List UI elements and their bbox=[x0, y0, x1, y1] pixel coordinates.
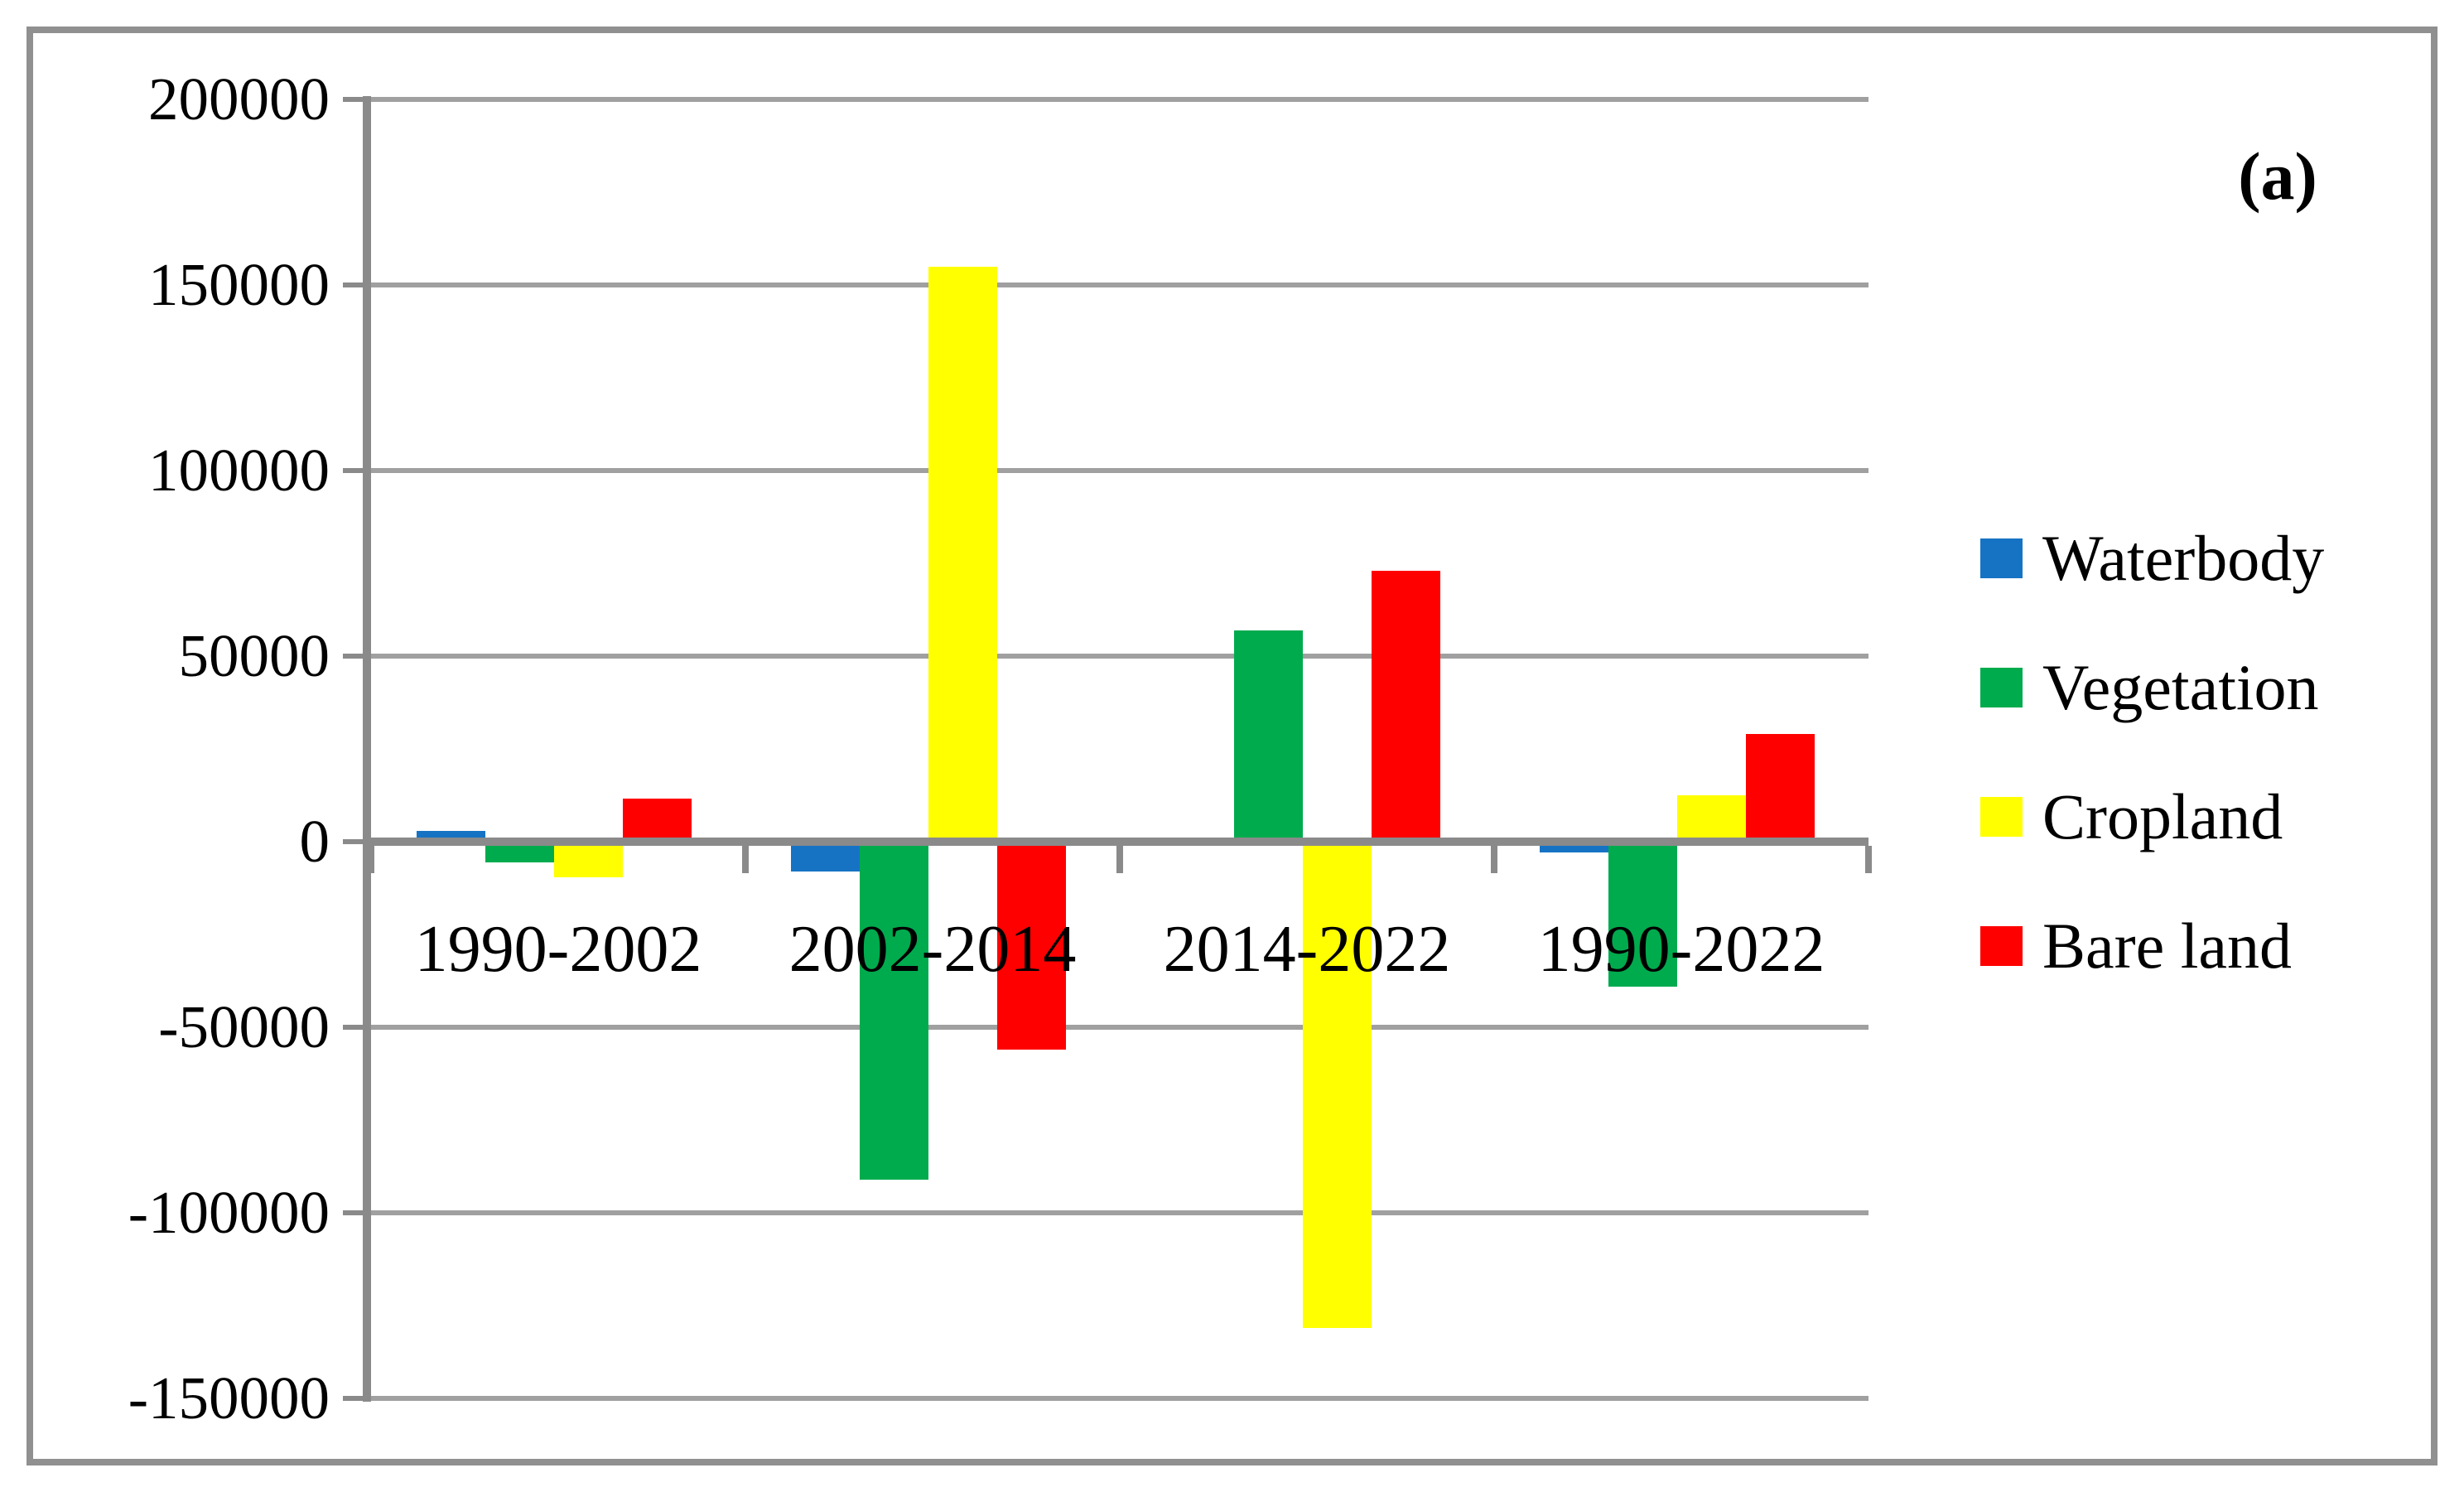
gridline bbox=[371, 282, 1868, 287]
category-label-2002-2014: 2002-2014 bbox=[788, 913, 1077, 986]
y-axis-tick bbox=[343, 468, 371, 473]
bar-cropland-1990-2022 bbox=[1677, 795, 1746, 842]
legend-swatch-icon bbox=[1980, 797, 2023, 837]
gridline bbox=[371, 468, 1868, 473]
panel-label: (a) bbox=[2238, 138, 2317, 214]
y-axis-line bbox=[363, 96, 371, 1402]
bar-bare-land-2002-2014 bbox=[997, 842, 1066, 1050]
gridline bbox=[371, 1396, 1868, 1401]
y-tick-label: 50000 bbox=[178, 622, 330, 689]
y-axis-tick bbox=[343, 282, 371, 287]
bar-vegetation-2002-2014 bbox=[860, 842, 928, 1180]
y-tick-label: 0 bbox=[299, 808, 330, 875]
bar-vegetation-2014-2022 bbox=[1234, 630, 1303, 842]
bar-bare-land-2014-2022 bbox=[1372, 571, 1440, 842]
y-axis-tick bbox=[343, 97, 371, 102]
bar-bare-land-1990-2022 bbox=[1746, 734, 1815, 842]
gridline bbox=[371, 654, 1868, 659]
bar-cropland-1990-2002 bbox=[554, 842, 623, 877]
y-tick-label: 150000 bbox=[148, 251, 330, 318]
y-tick-label: 100000 bbox=[148, 437, 330, 504]
legend-label: Cropland bbox=[2042, 780, 2283, 852]
legend-label: Vegetation bbox=[2042, 651, 2319, 723]
legend-label: Bare land bbox=[2042, 910, 2293, 982]
x-axis-tick bbox=[1491, 846, 1497, 873]
y-tick-label: 200000 bbox=[148, 65, 330, 133]
y-tick-label: -150000 bbox=[128, 1364, 330, 1432]
legend-swatch-icon bbox=[1980, 668, 2023, 707]
category-label-2014-2022: 2014-2022 bbox=[1163, 913, 1451, 986]
x-axis-tick bbox=[1116, 846, 1123, 873]
category-label-1990-2022: 1990-2022 bbox=[1537, 913, 1825, 986]
gridline bbox=[371, 1025, 1868, 1030]
y-axis-tick bbox=[343, 839, 371, 844]
y-axis-tick bbox=[343, 1025, 371, 1030]
y-axis-tick bbox=[343, 1210, 371, 1215]
y-axis-tick bbox=[343, 654, 371, 659]
gridline bbox=[371, 1210, 1868, 1215]
legend-swatch-icon bbox=[1980, 926, 2023, 966]
bar-vegetation-1990-2022 bbox=[1608, 842, 1677, 987]
bar-bare-land-1990-2002 bbox=[623, 799, 692, 842]
x-axis-tick bbox=[1865, 846, 1872, 873]
x-axis-line bbox=[371, 838, 1868, 846]
y-tick-label: -100000 bbox=[128, 1179, 330, 1246]
bar-cropland-2002-2014 bbox=[928, 267, 997, 842]
y-tick-label: -50000 bbox=[158, 993, 330, 1060]
x-axis-tick bbox=[368, 846, 374, 873]
legend-swatch-icon bbox=[1980, 538, 2023, 578]
figure-border bbox=[27, 27, 2437, 1465]
bar-waterbody-2002-2014 bbox=[791, 842, 860, 872]
y-axis-tick bbox=[343, 1396, 371, 1401]
gridline bbox=[371, 97, 1868, 102]
bar-cropland-2014-2022 bbox=[1303, 842, 1372, 1328]
x-axis-tick bbox=[742, 846, 749, 873]
category-label-1990-2002: 1990-2002 bbox=[414, 913, 702, 986]
legend-label: Waterbody bbox=[2042, 522, 2325, 594]
